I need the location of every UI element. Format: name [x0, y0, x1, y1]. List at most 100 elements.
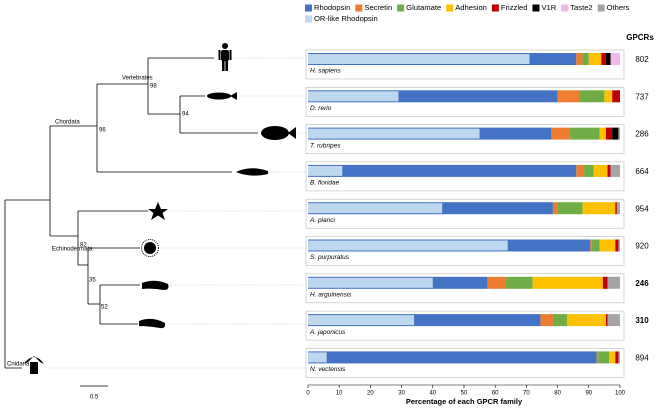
overlay-bar [308, 315, 415, 326]
count-label: 894 [635, 354, 649, 363]
x-tick-label: 20 [367, 391, 374, 397]
legend-label: Adhesion [455, 3, 487, 12]
overlay-bar [308, 91, 399, 102]
bar-segment [610, 53, 620, 65]
bar-segment [551, 127, 571, 140]
support-value: 98 [150, 84, 157, 90]
count-label: 286 [635, 130, 649, 139]
overlay-bar [308, 165, 343, 176]
bar-segment [612, 90, 620, 103]
row-frame [305, 161, 625, 192]
legend-label: Glutamate [406, 3, 441, 12]
category-label: S. purpuratus [310, 254, 350, 261]
x-tick-label: 100 [615, 391, 626, 397]
bar-segment [308, 164, 577, 177]
row-frame [305, 87, 625, 117]
x-tick-label: 30 [398, 391, 405, 397]
clade-label: Chordata [55, 120, 80, 126]
category-label: H. arguinensis [310, 292, 352, 299]
bar-segment [506, 276, 533, 289]
lancelet [236, 168, 268, 176]
bar-segment [615, 202, 617, 215]
bar-segment [605, 53, 611, 65]
bar-segment [599, 239, 616, 252]
silhouettes [24, 43, 296, 374]
x-tick-label: 90 [585, 391, 592, 397]
x-tick-label: 60 [492, 391, 499, 397]
phylogenetic-tree [4, 57, 258, 387]
x-tick-label: 80 [554, 391, 561, 397]
overlay-bar [308, 54, 530, 64]
bar-segment [596, 351, 599, 364]
legend-swatch [355, 4, 363, 12]
count-label: 802 [635, 55, 649, 64]
row-frame [305, 49, 625, 80]
bar-segment [618, 351, 620, 364]
bar-segment [584, 164, 594, 177]
bar-segment [607, 276, 620, 289]
bar-segment [588, 53, 602, 65]
bar-segment [557, 202, 583, 215]
count-label: 920 [635, 242, 649, 251]
category-label: A. japonicus [309, 329, 346, 336]
bar-segment [566, 314, 606, 327]
bar-segment [618, 127, 620, 140]
bar-segment [618, 239, 620, 252]
count-label: 954 [635, 204, 649, 213]
support-value: 35 [89, 278, 96, 284]
bar-segment [616, 202, 620, 215]
legend-label: V1R [541, 3, 556, 12]
bar-segment [532, 276, 603, 289]
bar-segment [582, 202, 616, 215]
bar-segment [576, 164, 585, 177]
bar-segment [308, 351, 597, 364]
overlay-bar [308, 352, 327, 363]
bar-segment [615, 351, 619, 364]
row-frame [305, 124, 625, 154]
clade-label: Echinodermata [52, 247, 93, 253]
bar-segment [582, 53, 589, 65]
overlay-bar [308, 128, 480, 139]
legend-swatch [305, 4, 312, 12]
legend-swatch [446, 4, 454, 12]
category-label: A. planci [309, 217, 335, 224]
legend-label: OR-like Rhodopsin [314, 14, 378, 23]
row-frame [305, 310, 625, 341]
legend-label: Others [607, 3, 630, 12]
overlay-bar [308, 240, 508, 251]
legend-label: Rhodopsin [314, 3, 350, 12]
count-label: 664 [635, 167, 649, 176]
bar-segment [591, 239, 600, 252]
scale-label: 0.5 [90, 395, 99, 401]
row-frame [305, 273, 625, 304]
clade-label: Vertebrates [122, 76, 153, 82]
bar-segment [593, 164, 608, 177]
bar-segment [615, 239, 619, 252]
count-title: GPCRs [626, 33, 654, 42]
count-label: 246 [635, 279, 649, 288]
bar-segment [579, 90, 605, 103]
bar-segment [570, 127, 600, 140]
category-label: T. rubripes [310, 142, 341, 149]
bar-segment [601, 53, 606, 65]
bar-segment [604, 90, 613, 103]
human [218, 43, 232, 71]
bar-segment [605, 127, 613, 140]
clade-label: Cnidaria [7, 362, 30, 368]
legend-swatch [597, 4, 605, 12]
bar-segment [602, 276, 608, 289]
sea-cucumber [142, 280, 169, 290]
category-label: N. vectensis [310, 366, 346, 373]
count-label: 310 [635, 316, 649, 325]
bar-segment [605, 314, 608, 327]
support-value: 96 [99, 128, 106, 134]
sea-cucumber [139, 318, 166, 329]
bar-segment [607, 314, 620, 327]
bar-segment [612, 127, 619, 140]
category-label: D. rerio [310, 105, 332, 112]
x-tick-label: 0 [306, 391, 310, 397]
row-frame [305, 236, 625, 266]
overlay-bar [308, 203, 443, 214]
legend-swatch [491, 4, 499, 12]
